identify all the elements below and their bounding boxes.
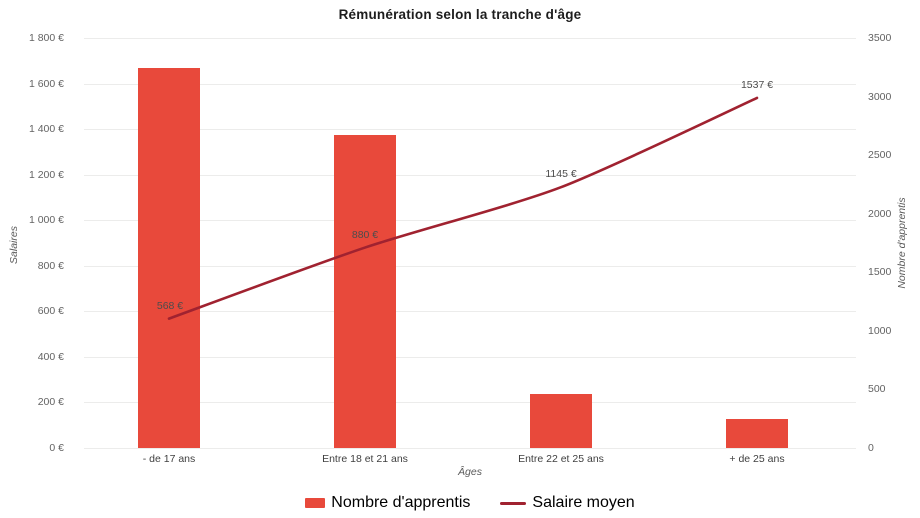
y-tick-left: 600 € — [37, 305, 64, 318]
x-axis-title: Âges — [458, 466, 482, 478]
left-axis-title: Salaires — [8, 226, 20, 264]
y-tick-left: 800 € — [37, 259, 64, 272]
x-tick-label: Entre 22 et 25 ans — [518, 453, 604, 465]
y-tick-left: 1 800 € — [28, 32, 64, 44]
legend: Nombre d'apprentis Salaire moyen — [84, 494, 856, 512]
line-data-label: 1145 € — [545, 168, 577, 181]
legend-bar-swatch-icon — [305, 498, 326, 508]
right-axis-title: Nombre d'apprentis — [896, 197, 908, 289]
y-tick-right: 2500 — [868, 149, 892, 162]
line-data-label: 880 € — [351, 228, 379, 241]
y-tick-right: 1500 — [868, 266, 892, 279]
bar — [138, 68, 200, 448]
chart-title: Rémunération selon la tranche d'âge — [338, 7, 582, 22]
y-tick-left: 400 € — [37, 350, 64, 363]
x-tick-label: + de 25 ans — [729, 453, 785, 465]
y-tick-right: 2000 — [868, 207, 892, 220]
line-data-label: 568 € — [156, 299, 184, 312]
y-tick-left: 1 000 € — [28, 214, 64, 227]
legend-item-label: Nombre d'apprentis — [331, 494, 471, 511]
bar — [530, 394, 592, 448]
x-tick-label: - de 17 ans — [142, 453, 196, 465]
y-tick-right: 3500 — [868, 32, 892, 44]
y-tick-left: 1 600 € — [28, 77, 64, 90]
line-data-label: 1537 € — [740, 78, 774, 91]
legend-line-swatch-icon — [500, 501, 527, 505]
gridline — [84, 448, 856, 449]
y-tick-left: 200 € — [37, 396, 64, 409]
legend-item[interactable]: Salaire moyen — [500, 494, 635, 512]
gridline — [84, 38, 856, 39]
y-tick-left: 1 400 € — [28, 123, 64, 136]
y-tick-left: 0 € — [49, 442, 64, 454]
gridline — [84, 356, 856, 358]
x-tick-label: Entre 18 et 21 ans — [322, 453, 408, 465]
gridline — [84, 83, 856, 85]
y-tick-left: 1 200 € — [28, 168, 64, 181]
y-tick-right: 500 — [868, 383, 886, 396]
bar — [334, 135, 396, 448]
gridline — [84, 402, 856, 404]
y-tick-right: 3000 — [868, 90, 892, 103]
y-tick-right: 0 — [868, 442, 874, 454]
legend-item[interactable]: Nombre d'apprentis — [305, 494, 470, 512]
bar — [726, 418, 788, 448]
legend-item-label: Salaire moyen — [532, 494, 635, 511]
y-tick-right: 1000 — [868, 324, 892, 337]
salary-line-path — [167, 96, 759, 320]
